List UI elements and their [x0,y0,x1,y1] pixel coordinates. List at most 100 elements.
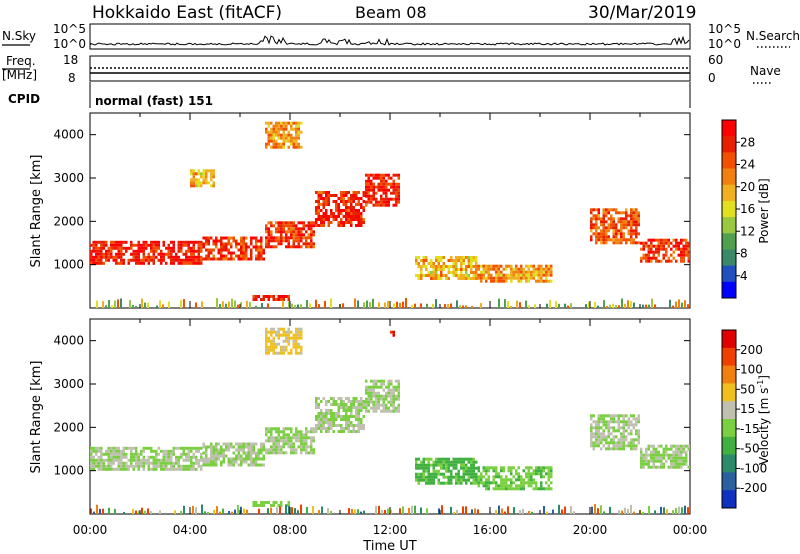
data-cell-0 [157,243,160,247]
data-cell-4 [385,406,388,410]
data-cell-7 [597,441,600,445]
data-cell-7 [605,423,608,427]
data-cell-3 [350,430,353,433]
data-cell-1 [240,251,243,255]
data-cell-0 [145,446,148,450]
data-cell-8 [682,459,685,463]
data-cell-5 [470,466,473,470]
data-cell-0 [182,261,185,265]
data-cell-8 [670,259,673,263]
data-cell-6 [487,270,490,274]
data-cell-5 [417,475,420,479]
data-cell-10 [295,130,298,134]
data-cell-1 [222,454,225,458]
data-cell-0 [142,252,145,256]
data-cell-6 [547,273,550,277]
data-cell-7 [622,426,625,430]
data-cell-1 [225,442,228,446]
data-cell-1 [245,236,248,240]
data-cell-10 [265,330,268,334]
data-cell-0 [100,261,103,265]
data-cell-7 [620,226,623,230]
data-cell-0 [152,255,155,259]
data-cell-0 [165,252,168,256]
noise-cell [585,304,587,308]
data-cell-1 [255,248,258,252]
noise-cell [402,301,404,308]
data-cell-0 [167,246,170,250]
data-cell-10 [272,136,275,140]
data-cell-6 [525,264,528,268]
data-cell-7 [637,438,640,442]
data-cell-0 [187,246,190,250]
data-cell-0 [147,243,150,247]
noise-cell [471,509,473,514]
data-cell-0 [152,461,155,465]
data-cell-2 [307,242,310,246]
data-cell-0 [117,255,120,259]
data-cell-3 [320,194,323,197]
data-cell-0 [180,455,183,459]
data-cell-7 [625,214,628,218]
data-cell-8 [640,447,643,451]
data-cell-4 [395,379,398,383]
data-cell-2 [277,224,280,228]
data-cell-9 [267,295,270,298]
noise-cell [681,507,683,514]
data-cell-7 [615,429,618,433]
data-cell-4 [397,176,400,180]
data-cell-2 [280,239,283,243]
data-cell-1 [222,257,225,261]
data-cell-8 [682,247,685,251]
data-cell-3 [355,209,358,212]
noise-cell [372,298,374,308]
data-cell-5 [452,460,455,464]
data-cell-3 [327,409,330,412]
data-cell-7 [615,435,618,439]
data-cell-4 [380,394,383,398]
data-cell-2 [290,236,293,240]
data-cell-6 [512,487,515,491]
data-cell-3 [347,209,350,212]
data-cell-3 [362,209,365,212]
data-cell-5 [435,277,438,280]
data-cell-3 [332,415,335,418]
data-cell-10 [272,142,275,146]
data-cell-3 [322,424,325,427]
data-cell-0 [95,452,98,456]
data-cell-6 [520,270,523,274]
data-cell-3 [317,421,320,424]
data-cell-4 [380,382,383,386]
data-cell-0 [190,461,193,465]
data-cell-6 [530,475,533,479]
data-cell-3 [322,218,325,221]
data-cell-1 [245,245,248,249]
data-cell-8 [670,447,673,451]
data-cell-1 [215,460,218,464]
data-cell-8 [665,253,668,257]
data-cell-1 [240,242,243,246]
data-cell-7 [630,235,633,239]
noise-cell [507,506,509,514]
noise-cell [426,303,428,308]
data-cell-4 [392,185,395,189]
data-cell-0 [192,252,195,256]
data-cell-7 [625,438,628,442]
data-cell-7 [602,220,605,224]
noise-cell [357,300,359,308]
data-cell-7 [590,217,593,221]
data-cell-3 [315,415,318,418]
data-cell-3 [342,224,345,227]
data-cell-7 [632,223,635,227]
data-cell-6 [542,273,545,277]
data-cell-10 [282,136,285,140]
data-cell-7 [607,435,610,439]
data-cell-0 [95,246,98,250]
noise-cell [276,506,278,514]
data-cell-10 [275,121,278,125]
data-cell-5 [447,478,450,482]
data-cell-2 [297,242,300,246]
data-cell-7 [620,229,623,233]
data-cell-2 [300,451,303,455]
data-cell-1 [260,254,263,258]
